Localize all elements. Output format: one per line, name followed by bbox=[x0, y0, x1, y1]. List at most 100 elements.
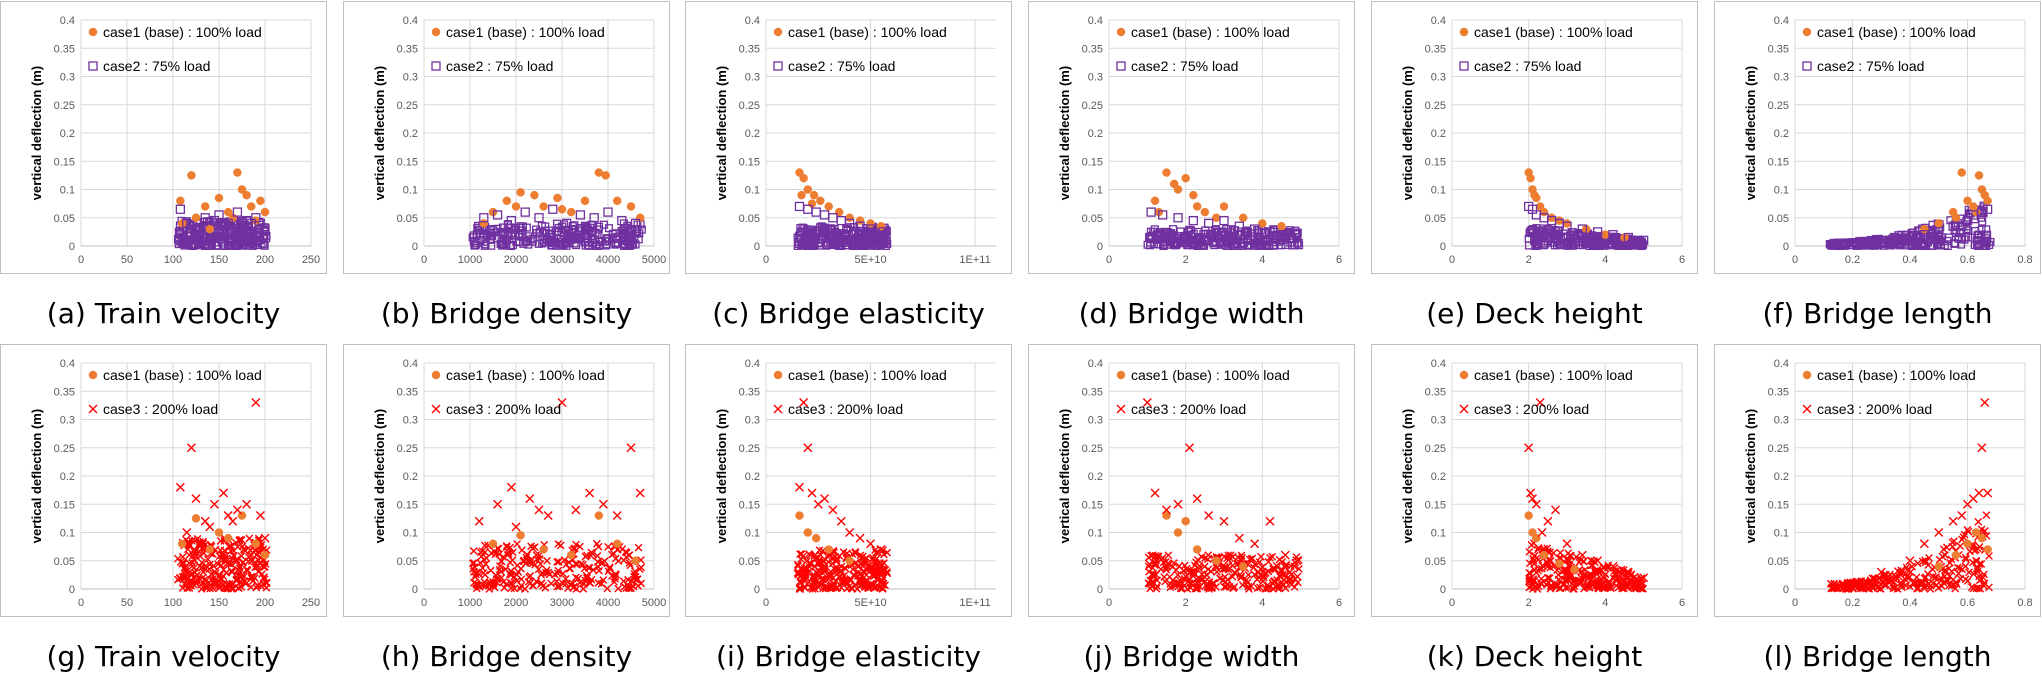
legend-label: case3 : 200% load bbox=[1474, 401, 1589, 417]
data-point bbox=[1158, 210, 1168, 220]
data-point bbox=[1531, 499, 1541, 509]
x-tick-label: 0 bbox=[1792, 254, 1798, 266]
x-tick-label: 3000 bbox=[550, 597, 574, 609]
data-point bbox=[612, 570, 620, 579]
chart-caption: (c) Bridge elasticity bbox=[712, 297, 985, 330]
data-point bbox=[213, 241, 222, 250]
y-tick-label: 0.1 bbox=[403, 528, 418, 540]
data-point bbox=[214, 528, 224, 537]
y-tick-label: 0 bbox=[69, 241, 75, 253]
series-case3 bbox=[1876, 398, 1993, 577]
y-tick-label: 0.3 bbox=[1774, 72, 1789, 84]
data-point bbox=[1971, 227, 1980, 236]
y-tick-label: 0.35 bbox=[397, 386, 418, 398]
chart-panel-f: 0 0.05 0.1 0.15 0.2 0.25 0.3 0.35 0.4 0 0.2 0.4 0.6 0… bbox=[1714, 1, 2041, 331]
x-tick-label: 0 bbox=[1106, 254, 1112, 266]
data-point bbox=[239, 226, 248, 236]
legend-label: case1 (base) : 100% load bbox=[103, 367, 262, 383]
x-tick-label: 2 bbox=[1183, 254, 1189, 266]
data-point bbox=[611, 554, 620, 563]
data-point bbox=[581, 238, 590, 247]
data-point bbox=[1971, 545, 1980, 554]
data-point bbox=[562, 579, 570, 588]
data-point bbox=[1151, 551, 1160, 560]
data-point bbox=[222, 557, 231, 565]
legend-label: case2 : 75% load bbox=[446, 58, 553, 74]
data-point bbox=[839, 548, 848, 557]
data-point bbox=[186, 443, 196, 453]
chart-panel-k: 0 0.05 0.1 0.15 0.2 0.25 0.3 0.35 0.4 0 2 4 6 vertica… bbox=[1371, 344, 1698, 674]
data-point bbox=[832, 236, 841, 245]
data-point bbox=[593, 539, 601, 548]
data-point bbox=[487, 231, 496, 240]
data-point bbox=[631, 575, 640, 584]
chart-caption: (d) Bridge width bbox=[1078, 297, 1305, 330]
data-point bbox=[191, 514, 201, 523]
data-point bbox=[1873, 240, 1882, 249]
data-point bbox=[589, 213, 599, 223]
data-point bbox=[497, 573, 506, 582]
data-point bbox=[247, 583, 255, 591]
data-point bbox=[1234, 221, 1244, 231]
data-point bbox=[508, 548, 517, 557]
data-point bbox=[1553, 580, 1561, 589]
data-point bbox=[805, 559, 814, 568]
data-point bbox=[506, 482, 516, 492]
data-point bbox=[544, 568, 553, 577]
data-point bbox=[174, 234, 183, 243]
series-case1 bbox=[1934, 528, 1992, 571]
data-point bbox=[508, 556, 517, 565]
data-point bbox=[180, 564, 189, 573]
data-point bbox=[832, 556, 841, 565]
data-point bbox=[500, 583, 509, 592]
chart-caption: (h) Bridge density bbox=[380, 640, 633, 673]
data-point bbox=[205, 235, 214, 244]
y-tick-label: 0.25 bbox=[739, 443, 760, 455]
data-point bbox=[237, 535, 246, 544]
data-point bbox=[1562, 221, 1572, 231]
data-point bbox=[619, 577, 628, 586]
data-point bbox=[573, 233, 582, 242]
data-point bbox=[803, 528, 813, 537]
y-tick-label: 0.3 bbox=[1431, 415, 1446, 427]
data-point bbox=[876, 221, 886, 231]
data-point bbox=[1275, 555, 1284, 564]
data-point bbox=[604, 543, 613, 551]
y-tick-label: 0.2 bbox=[1088, 471, 1103, 483]
data-point bbox=[1956, 542, 1965, 551]
point-cloud-case3 bbox=[793, 546, 892, 593]
data-point bbox=[1562, 539, 1572, 549]
data-point bbox=[821, 228, 831, 237]
point-cloud-case2 bbox=[1143, 225, 1304, 251]
y-axis-label: vertical deflection (m) bbox=[29, 409, 44, 543]
data-point bbox=[1223, 580, 1231, 589]
data-point bbox=[178, 559, 187, 568]
data-point bbox=[1871, 234, 1881, 244]
data-point bbox=[1250, 570, 1259, 579]
data-point bbox=[223, 533, 233, 543]
data-point bbox=[816, 581, 824, 590]
legend-marker bbox=[431, 61, 441, 71]
data-point bbox=[1524, 511, 1533, 520]
data-point bbox=[1203, 582, 1212, 590]
plot-area: 0 0.05 0.1 0.15 0.2 0.25 0.3 0.35 0.4 0 2 4 6 vertica… bbox=[1028, 1, 1355, 274]
point-cloud-case3 bbox=[468, 539, 646, 593]
data-point bbox=[1170, 581, 1179, 590]
data-point bbox=[845, 556, 854, 565]
data-point bbox=[614, 584, 623, 593]
data-point bbox=[497, 557, 506, 565]
data-point bbox=[1965, 568, 1973, 577]
y-tick-label: 0.2 bbox=[745, 471, 760, 483]
data-point bbox=[513, 576, 521, 585]
data-point bbox=[1543, 516, 1553, 526]
data-point bbox=[1222, 225, 1231, 234]
data-point bbox=[1962, 215, 1973, 226]
data-point bbox=[1234, 533, 1244, 543]
data-point bbox=[1626, 577, 1635, 586]
data-point bbox=[568, 231, 577, 240]
y-tick-label: 0.4 bbox=[745, 358, 760, 370]
y-tick-label: 0.05 bbox=[54, 213, 75, 225]
data-point bbox=[545, 229, 554, 238]
y-tick-label: 0.25 bbox=[1425, 443, 1446, 455]
data-point bbox=[1950, 537, 1958, 546]
